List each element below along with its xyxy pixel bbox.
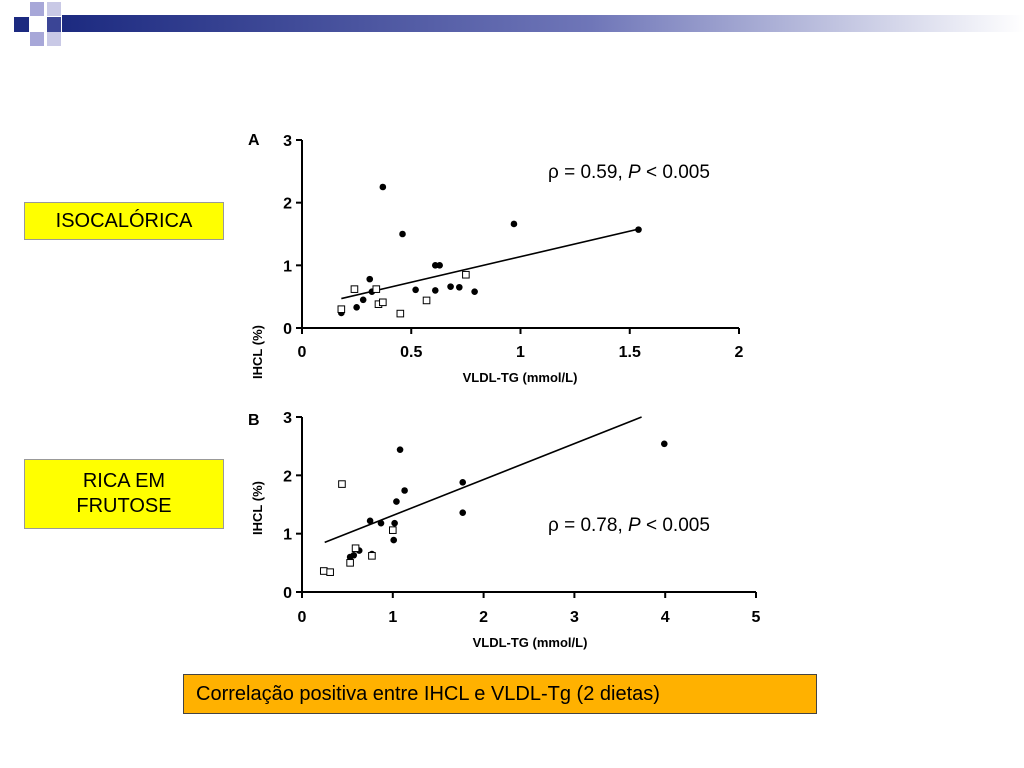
y-tick-label: 1 [283,527,292,544]
x-tick-label: 4 [661,609,670,626]
rho-symbol: ρ [548,515,559,536]
rho-value: = 0.59, [559,162,628,183]
x-tick-label: 0 [298,609,307,626]
plot-area: 0 1 2 3 4 5 0 1 2 3 [283,410,760,626]
data-point-filled [393,498,400,505]
y-tick-label: 2 [283,468,292,485]
data-point-open [389,526,397,534]
data-point-open [422,296,431,305]
deco-square-lilac [30,32,44,46]
p-symbol: P [628,162,641,183]
deco-square-lilac [47,2,61,16]
data-point-filled [436,262,443,269]
data-point-open [338,480,346,488]
data-point-open [350,285,359,293]
data-point-open [462,270,470,279]
data-point-filled [456,283,463,291]
panel-letter: B [248,412,260,429]
x-tick-label: 1 [516,344,525,361]
caption-box: Correlação positiva entre IHCL e VLDL-Tg… [183,674,817,714]
x-axis-title: VLDL-TG (mmol/L) [463,370,578,385]
data-point-open [372,285,381,293]
data-point-filled [431,287,439,294]
label-rica-line1: RICA EM [82,470,166,492]
y-tick-label: 0 [283,321,292,338]
data-point-filled [660,440,668,448]
y-axis-title: IHCL (%) [250,325,265,379]
data-point-open [326,568,334,576]
correlation-annotation: ρ = 0.59, P < 0.005 [548,162,710,183]
plot-area: 0 0.5 1 1.5 2 0 1 2 3 [283,133,743,361]
regression-line [324,416,642,544]
data-point-filled [401,487,408,494]
data-point-filled [359,296,367,304]
data-point-open [319,567,328,575]
label-rica-em-frutose: RICA EM FRUTOSE [24,459,224,529]
correlation-annotation: ρ = 0.78, P < 0.005 [548,515,710,536]
rho-value: = 0.78, [559,515,628,536]
data-point-filled [353,304,360,311]
label-rica-text: RICA EM FRUTOSE [76,469,171,519]
data-point-filled [379,183,387,191]
data-point-filled [350,551,358,559]
scatter-chart-a: A IHCL (%) VLDL-TG (mmol/L) 0 0.5 1 1.5 2 0 1 2… [248,132,744,385]
regression-line [341,228,637,300]
header-gradient-bar [62,15,1024,32]
y-tick-label: 3 [283,410,292,427]
data-point-open [368,552,376,560]
data-point-filled [459,509,467,516]
deco-square-navy [47,17,61,32]
data-point-filled [447,283,454,290]
y-tick-label: 3 [283,133,292,150]
label-rica-line2: FRUTOSE [76,495,172,517]
rho-symbol: ρ [548,162,559,183]
p-value: < 0.005 [641,162,710,183]
label-isocalorica: ISOCALÓRICA [24,202,224,240]
data-point-open [346,559,354,567]
x-tick-label: 0 [298,344,307,361]
data-point-open [337,305,346,313]
header-decoration [14,2,1024,46]
data-point-open [379,298,387,307]
data-point-filled [471,288,478,295]
label-isocalorica-text: ISOCALÓRICA [55,209,193,232]
data-point-filled [396,446,404,453]
data-point-filled [377,519,385,527]
y-axis-title: IHCL (%) [250,481,265,535]
scatter-chart-b: B IHCL (%) VLDL-TG (mmol/L) 0 1 2 3 4 5 0 1 2 3 ρ… [248,410,761,650]
y-tick-label: 2 [283,196,292,213]
x-tick-label: 2 [735,344,744,361]
deco-square-navy [14,17,29,32]
data-point-open [396,309,405,318]
y-tick-label: 1 [283,258,292,275]
deco-square-lilac [47,32,61,46]
p-symbol: P [628,515,641,536]
data-point-filled [390,536,398,544]
x-axis-title: VLDL-TG (mmol/L) [473,635,588,650]
data-point-filled [366,275,374,283]
p-value: < 0.005 [641,515,710,536]
deco-square-lilac [30,2,44,16]
data-point-filled [366,517,374,525]
x-tick-label: 1.5 [619,344,641,361]
y-tick-label: 0 [283,585,292,602]
panel-letter: A [248,132,260,149]
x-tick-label: 2 [479,609,488,626]
data-point-filled [510,220,518,228]
data-point-filled [391,519,398,527]
x-tick-label: 1 [388,609,397,626]
x-tick-label: 3 [570,609,579,626]
x-tick-label: 5 [752,609,761,626]
x-tick-label: 0.5 [400,344,422,361]
data-point-filled [459,479,467,486]
caption-text: Correlação positiva entre IHCL e VLDL-Tg… [196,682,660,705]
data-point-filled [635,226,642,233]
data-point-filled [412,286,419,294]
data-point-filled [399,230,406,238]
data-point-open [351,544,360,553]
